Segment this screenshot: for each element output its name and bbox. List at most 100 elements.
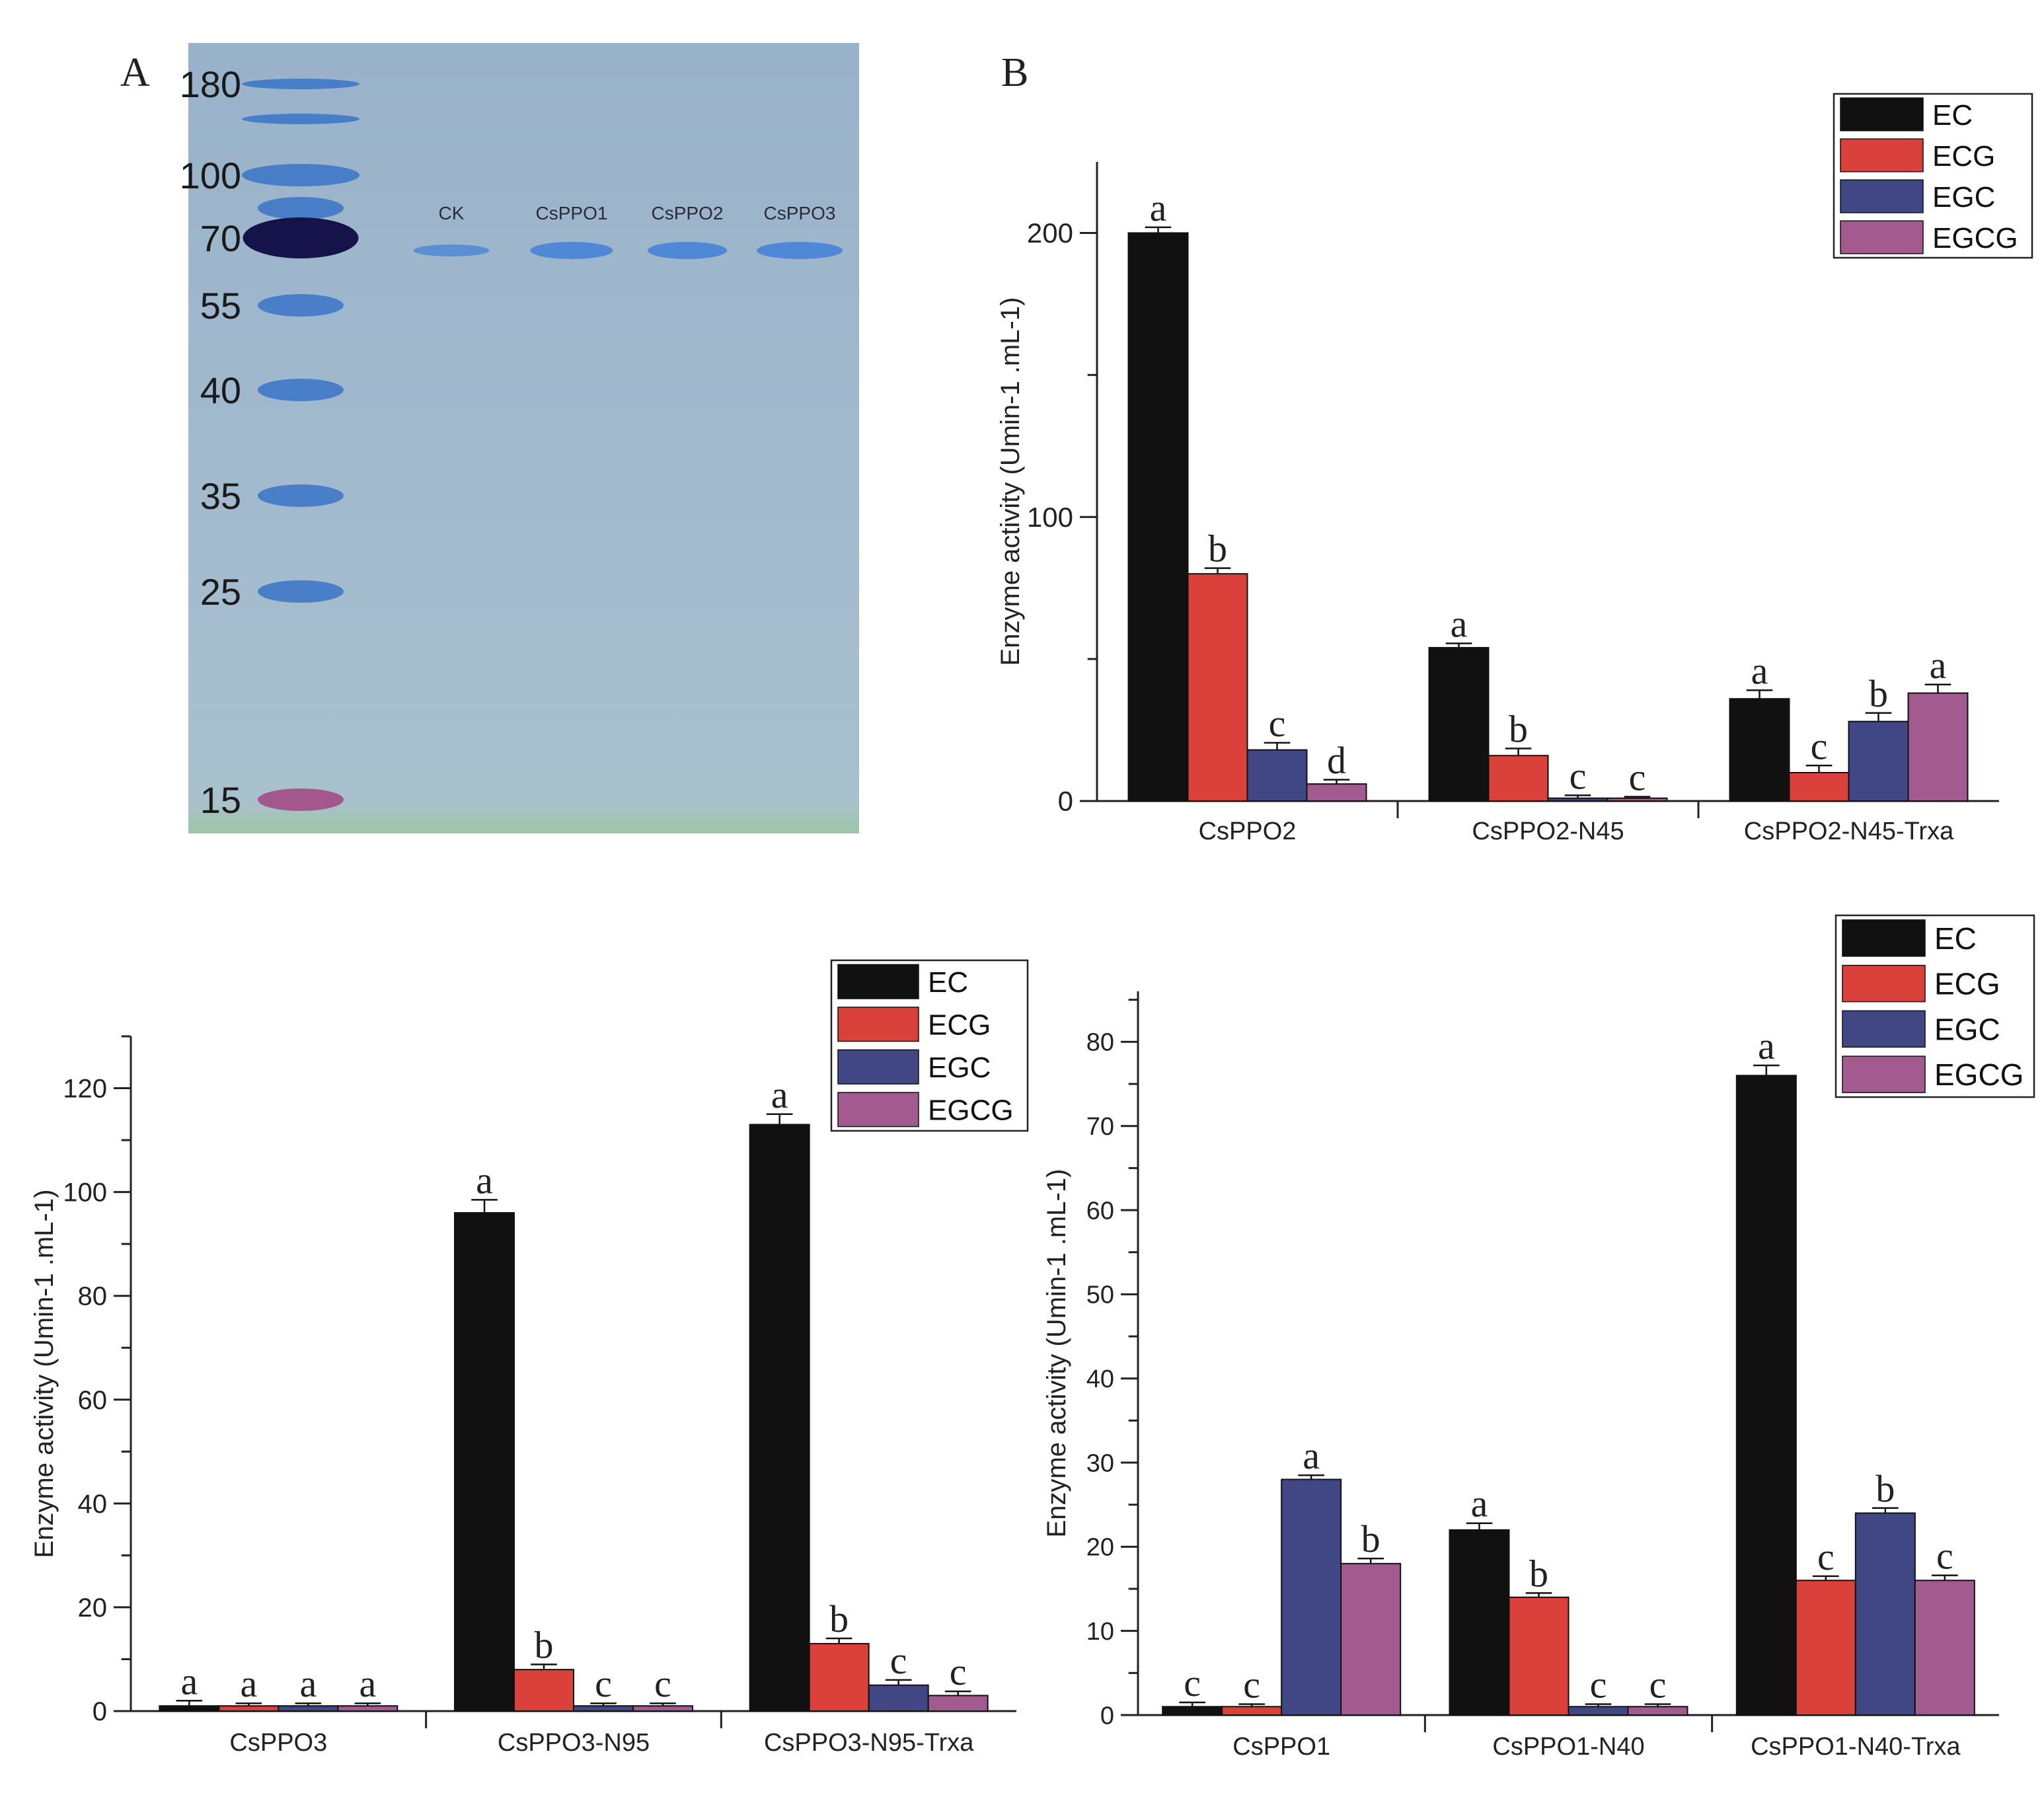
category-label: CsPPO3-N95 xyxy=(498,1729,650,1757)
legend-swatch-egcg xyxy=(1842,1055,1926,1093)
legend-label: EGCG xyxy=(1934,1057,2024,1092)
ladder-band xyxy=(242,114,360,124)
bar-egc xyxy=(1848,720,1909,802)
bar-ec xyxy=(1428,646,1490,802)
significance-letter: a xyxy=(1471,1482,1488,1525)
legend-label: EC xyxy=(1932,99,1973,132)
y-tick-label: 20 xyxy=(78,1593,108,1623)
ladder-label: 70 xyxy=(200,217,241,259)
ladder-label: 25 xyxy=(200,571,241,613)
y-tick-label: 200 xyxy=(1027,217,1073,249)
y-tick-label: 80 xyxy=(1086,1029,1114,1057)
ladder-label: 40 xyxy=(200,369,241,411)
bar-ecg xyxy=(1795,1580,1856,1716)
category-label: CsPPO3-N95-Trxa xyxy=(764,1729,974,1757)
ladder-label: 35 xyxy=(200,475,241,517)
significance-letter: a xyxy=(180,1660,198,1703)
bar-ec xyxy=(1735,1075,1797,1716)
y-tick-label: 60 xyxy=(78,1386,108,1415)
significance-letter: c xyxy=(1269,702,1286,745)
significance-letter: c xyxy=(1184,1662,1201,1704)
y-tick-label: 20 xyxy=(1086,1534,1114,1562)
significance-letter: b xyxy=(1509,707,1528,750)
y-tick-label: 0 xyxy=(1100,1702,1114,1730)
significance-letter: a xyxy=(771,1073,788,1116)
y-tick-label: 40 xyxy=(1086,1365,1114,1393)
significance-letter: c xyxy=(1811,724,1828,767)
legend-swatch-egcg xyxy=(1840,220,1924,254)
lane-label: CsPPO2 xyxy=(652,203,724,223)
ladder-band xyxy=(258,580,344,603)
bar-ec xyxy=(1162,1706,1223,1716)
lane-band xyxy=(648,242,727,259)
gel-ladder-labels: 180 100 70 55 40 35 25 15 xyxy=(180,63,241,821)
y-axis-label: Enzyme activity (Umin-1 .mL-1) xyxy=(1042,1169,1071,1538)
lane-label: CsPPO3 xyxy=(764,203,836,223)
y-tick-label: 100 xyxy=(1027,502,1073,533)
significance-letter: c xyxy=(1817,1535,1835,1578)
bar-egcg xyxy=(1907,692,1969,802)
bar-ecg xyxy=(808,1642,870,1712)
significance-letter: c xyxy=(1590,1663,1607,1706)
lane-label: CK xyxy=(439,203,465,223)
y-tick-label: 0 xyxy=(1058,786,1073,817)
significance-letter: c xyxy=(950,1650,967,1693)
bar-egcg xyxy=(1914,1580,1975,1716)
bar-egc xyxy=(868,1684,929,1712)
legend-label: EGC xyxy=(928,1052,991,1084)
legend-swatch-ecg xyxy=(1842,964,1926,1003)
significance-letter: b xyxy=(1869,672,1888,715)
lane-band xyxy=(530,242,613,259)
significance-letter: b xyxy=(535,1623,554,1666)
ladder-label: 180 xyxy=(180,63,241,105)
bar-ec xyxy=(1729,698,1790,802)
bar-egc xyxy=(1854,1512,1916,1716)
significance-letter: a xyxy=(1150,186,1167,229)
significance-letter: c xyxy=(595,1662,612,1705)
significance-letter: c xyxy=(890,1639,907,1682)
ladder-band xyxy=(258,197,344,219)
significance-letter: a xyxy=(476,1159,493,1202)
legend: EC ECG EGC EGCG xyxy=(830,959,1029,1132)
category-label: CsPPO2-N45-Trxa xyxy=(1744,818,1954,845)
legend-label: ECG xyxy=(1932,140,1995,172)
bar-ecg xyxy=(1488,755,1549,802)
lane-band xyxy=(757,242,843,259)
legend-swatch-ecg xyxy=(1840,138,1924,172)
gel-background xyxy=(188,43,859,833)
ladder-band xyxy=(243,217,359,258)
legend: EC ECG EGC EGCG xyxy=(1835,914,2035,1098)
lane-label: CsPPO1 xyxy=(536,203,608,223)
legend-swatch-egc xyxy=(1840,179,1924,213)
bar-ec xyxy=(1127,232,1189,802)
significance-letter: b xyxy=(1529,1552,1548,1595)
gel-ladder xyxy=(242,79,360,811)
category-label: CsPPO1 xyxy=(1232,1733,1330,1761)
bar-egc xyxy=(1281,1478,1342,1716)
significance-letter: b xyxy=(829,1597,849,1640)
bar-ecg xyxy=(1508,1596,1570,1716)
ladder-label: 55 xyxy=(200,285,241,326)
category-label: CsPPO2-N45 xyxy=(1472,818,1624,845)
y-tick-label: 30 xyxy=(1086,1449,1114,1477)
lane-band xyxy=(413,245,490,256)
legend-swatch-ec xyxy=(1840,97,1924,132)
bar-egcg xyxy=(1627,1706,1688,1716)
chart-c: 0 20 40 60 80 100 120 Enzyme activity (Umin-1 .… xyxy=(30,959,1029,1757)
significance-letter: a xyxy=(240,1662,257,1705)
legend-label: EGCG xyxy=(928,1094,1014,1127)
significance-letter: c xyxy=(1649,1663,1667,1706)
bar-ecg xyxy=(1187,573,1248,802)
legend-swatch-ec xyxy=(1842,919,1926,957)
bar-ec xyxy=(749,1124,810,1712)
bar-egc xyxy=(278,1705,339,1712)
y-tick-label: 80 xyxy=(78,1282,108,1311)
legend-swatch-egcg xyxy=(837,1092,919,1128)
ladder-band xyxy=(258,788,344,811)
legend-label: EC xyxy=(928,966,968,999)
bar-ec xyxy=(159,1705,220,1712)
bar-egc xyxy=(1568,1706,1629,1716)
significance-letter: b xyxy=(1208,527,1227,570)
